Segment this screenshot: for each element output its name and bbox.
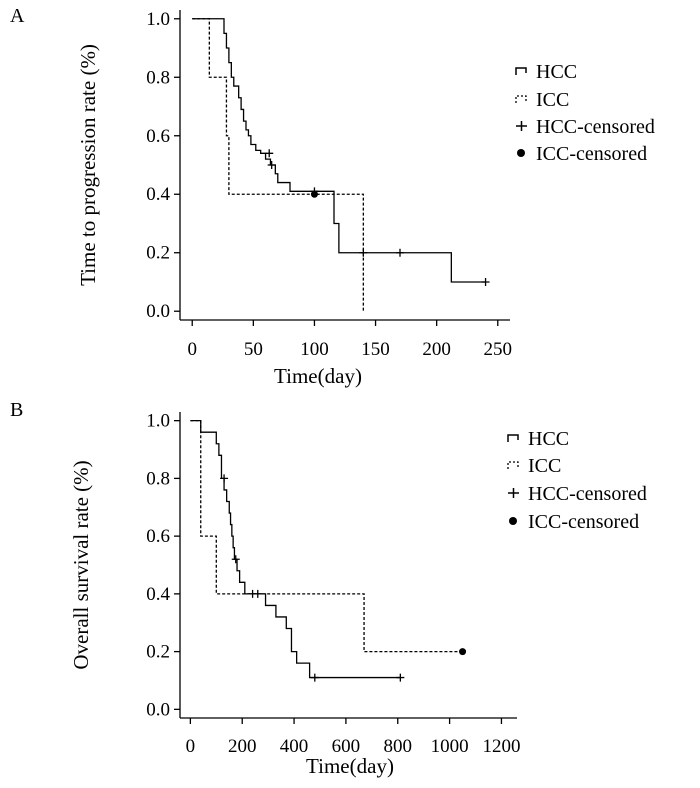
panel-a-legend-label: HCC [536,61,577,83]
panel-a-x-tick-label: 50 [244,339,263,360]
panel-a-series-hcc [192,18,486,283]
panel-a-hcc-censored-mark [267,161,276,169]
panel-a-letter: A [10,5,25,27]
panel-a-y-axis-title: Time to progression rate (%) [76,44,100,286]
panel-b-y-tick-label: 0.8 [146,468,170,489]
panel-a-hcc-censored-mark [481,277,490,286]
panel-a-x-tick-label: 150 [361,339,390,360]
panel-b-y-tick-label: 0.0 [146,699,170,720]
panel-b-x-tick-label: 1200 [482,736,520,757]
panel-b-legend-label: ICC-censored [528,511,639,533]
panel-b-hcc-censored-mark [253,589,262,598]
panel-a-y-tick-label: 0.2 [146,243,170,264]
panel-b-y-axis-title: Overall survival rate (%) [69,460,93,669]
panel-a-y-tick-label: 1.0 [146,9,170,30]
panel-a-legend-label: ICC-censored [536,143,647,165]
panel-a-series-icc [192,18,364,312]
panel-b-hcc-censored-mark [396,673,405,682]
panel-b-series-hcc [190,420,401,679]
panel-b-series-icc [190,420,463,653]
panel-b-legend-hcc-censored-symbol [508,488,519,498]
panel-a-legend-icc-censored-symbol [517,149,525,157]
panel-b-legend-icc-censored-symbol [509,517,517,525]
panel-b-x-tick-label: 600 [332,736,361,757]
panel-a-x-axis-title: Time(day) [274,364,362,388]
panel-b-x-axis-title: Time(day) [306,754,394,778]
panel-b-y-tick-label: 0.6 [146,526,170,547]
panel-a-y-tick-label: 0.8 [146,67,170,88]
panel-b-y-tick-label: 0.4 [146,584,170,605]
panel-b-legend-hcc-symbol [507,434,519,442]
panel-b-hcc-censored-mark [310,673,319,682]
panel-a-legend-label: HCC-censored [536,116,655,138]
panel-b-legend-label: ICC [528,455,561,477]
panel-b-hcc-censored-mark [220,474,229,483]
panel-a-legend-icc-symbol [515,95,527,103]
panel-a-x-tick-label: 100 [300,339,329,360]
panel-a-hcc-censored-mark [396,248,404,257]
panel-b-y-tick-label: 1.0 [146,411,170,432]
panel-a-legend: HCC ICC HCC-censored ICC-censored [515,61,655,165]
panel-a-hcc-censored-mark [359,248,368,257]
panel-b-icc-censored-mark [459,648,467,656]
panel-a-legend-hcc-symbol [515,67,527,75]
panel-a-y-tick-label: 0.6 [146,126,170,147]
panel-b-x-tick-label: 1000 [431,736,469,757]
panel-a-x-tick-label: 0 [187,339,197,360]
panel-b-legend-label: HCC [528,428,569,450]
panel-a-icc-censored-mark [310,190,318,198]
panel-b-legend-icc-symbol [507,461,519,469]
panel-a-legend-hcc-censored-symbol [516,121,527,131]
panel-b-legend: HCC ICC HCC-censored ICC-censored [507,428,647,533]
panel-b-x-tick-label: 400 [280,736,309,757]
panel-a-hcc-censored-mark [265,149,274,158]
panel-b-y-tick-label: 0.2 [146,642,170,663]
panel-b-x-tick-label: 0 [186,736,196,757]
panel-b-hcc-censored-mark [231,555,240,564]
panel-a-x-tick-label: 200 [422,339,451,360]
panel-b: B 0.0 0.2 0.4 0.6 0.8 1.0 0 200 400 600 800 1000 1200… [10,399,647,778]
panel-b-x-tick-label: 800 [384,736,413,757]
panel-b-legend-label: HCC-censored [528,483,647,505]
panel-b-x-tick-label: 200 [228,736,257,757]
panel-a: A 0.0 0.2 0.4 0.6 0.8 1.0 0 50 100 150 200 250 Time(d… [10,5,655,388]
panel-b-letter: B [10,399,23,421]
panel-a-y-tick-label: 0.4 [146,184,170,205]
panel-a-legend-label: ICC [536,89,569,111]
panel-a-y-tick-label: 0.0 [146,301,170,322]
panel-a-x-tick-label: 250 [484,339,513,360]
